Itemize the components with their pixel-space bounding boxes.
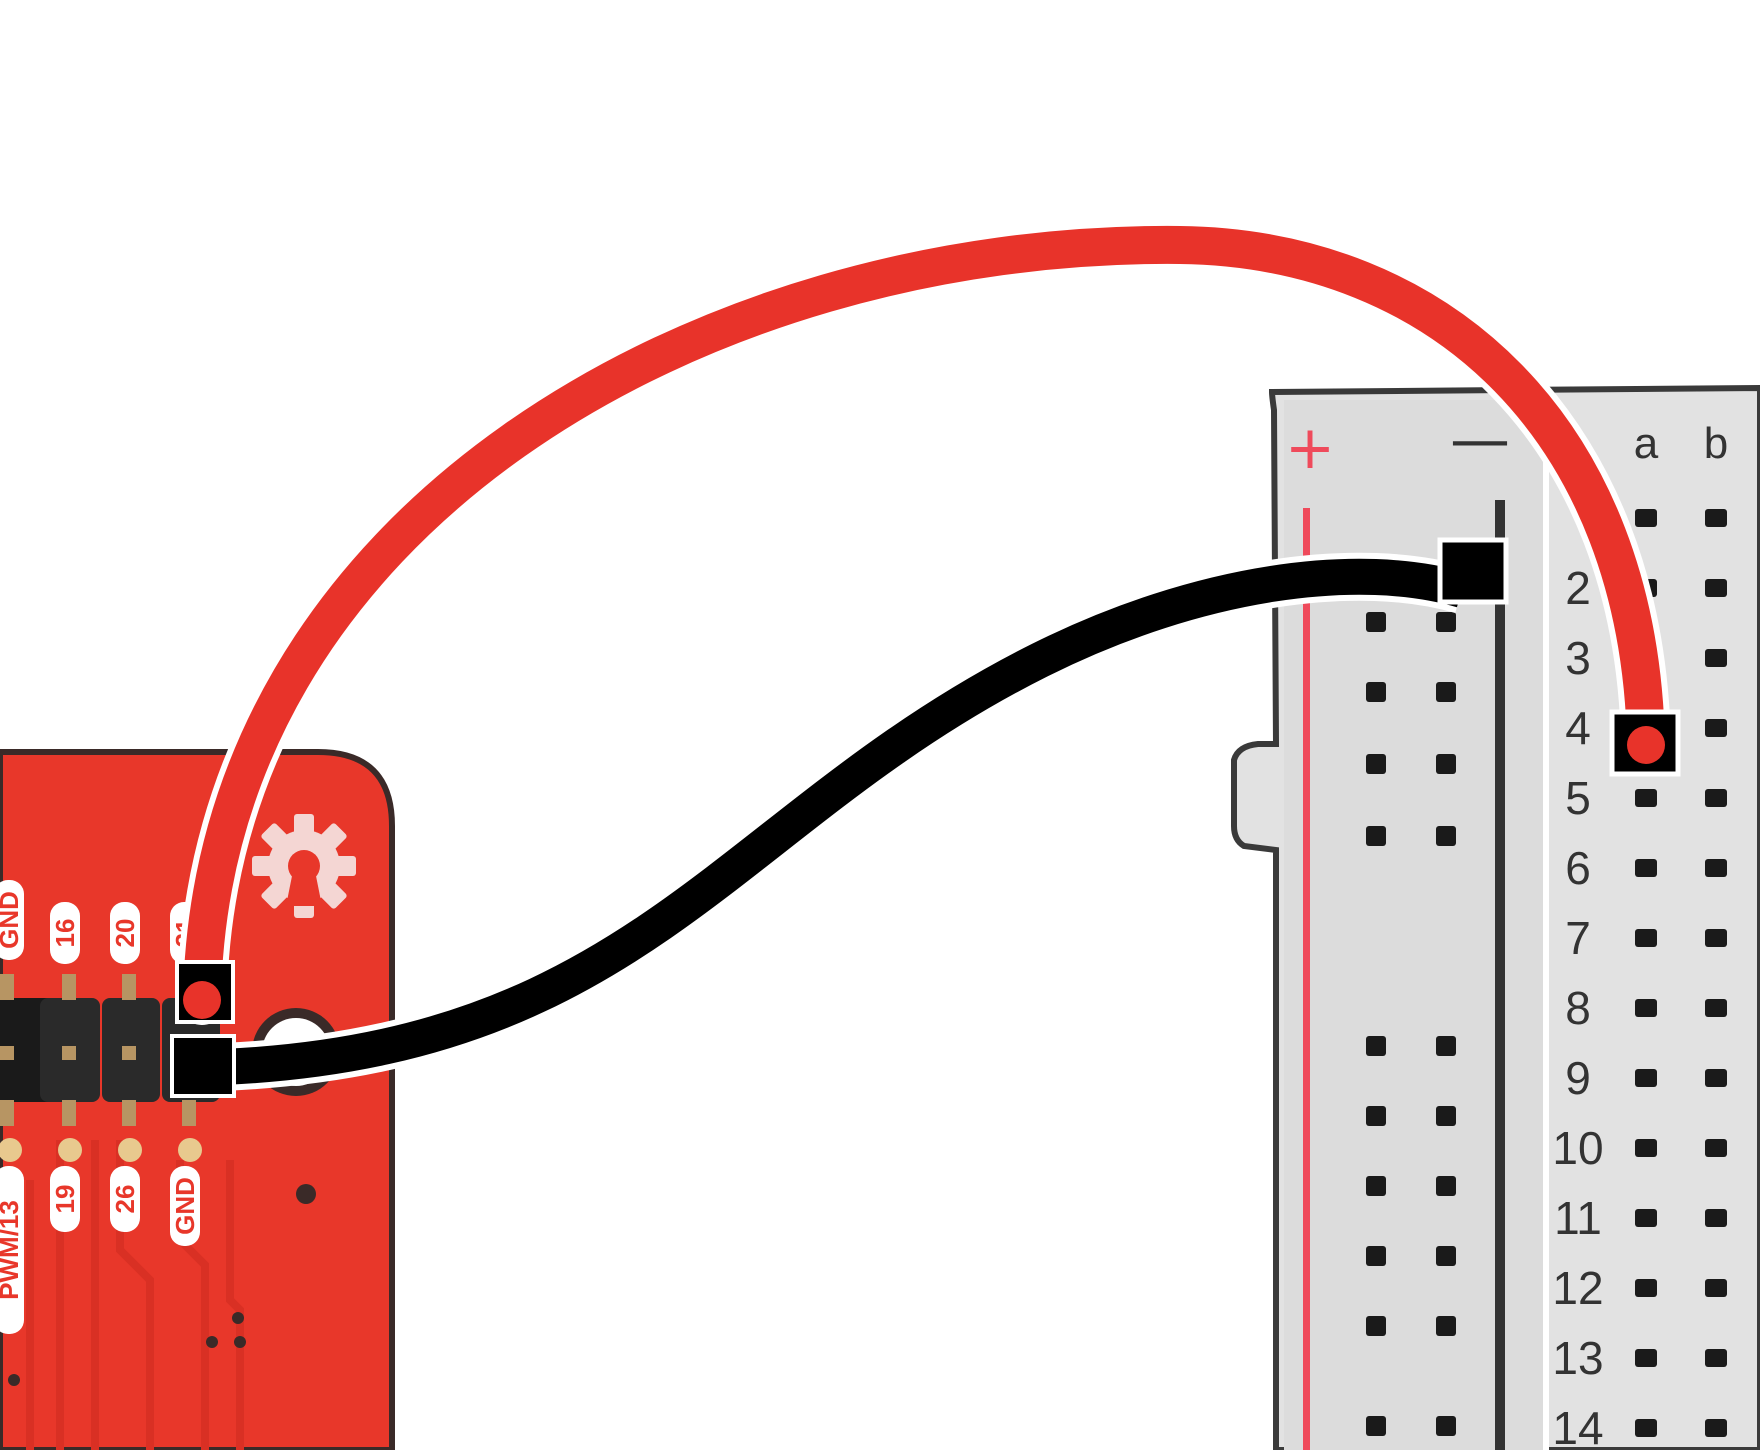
black-wire (189, 552, 1469, 1092)
rail-hole (1366, 1106, 1386, 1126)
terminal-hole (1705, 1069, 1727, 1087)
row-label-2: 2 (1565, 562, 1591, 614)
pin-label-gnd-bottom: GND (170, 1177, 200, 1235)
terminal-hole (1635, 1069, 1657, 1087)
row-label-10: 10 (1552, 1122, 1603, 1174)
terminal-hole (1705, 649, 1727, 667)
rail-holes (1366, 612, 1456, 1436)
row-label-3: 3 (1565, 632, 1591, 684)
column-label-a: a (1634, 419, 1659, 468)
rail-hole (1436, 1176, 1456, 1196)
rail-hole (1436, 1316, 1456, 1336)
terminal-hole (1705, 929, 1727, 947)
rail-hole (1436, 1106, 1456, 1126)
row-label-12: 12 (1552, 1262, 1603, 1314)
pin-label-16: 16 (50, 919, 80, 948)
board-vias (8, 1184, 316, 1386)
pin-label-pwm13: PWM/13 (0, 1200, 24, 1300)
terminal-hole (1705, 1139, 1727, 1157)
pin-label-26: 26 (110, 1185, 140, 1214)
red-wire (177, 219, 1671, 1025)
row-label-8: 8 (1565, 982, 1591, 1034)
terminal-hole (1705, 1419, 1727, 1437)
terminal-hole (1705, 1279, 1727, 1297)
terminal-hole (1705, 1209, 1727, 1227)
row-label-11: 11 (1554, 1192, 1602, 1244)
terminal-hole (1635, 1279, 1657, 1297)
open-hardware-gear-icon (252, 814, 356, 918)
terminal-hole (1635, 859, 1657, 877)
red-board: GND 16 20 21 PWM/13 19 26 GND (0, 749, 395, 1450)
terminal-hole (1635, 1209, 1657, 1227)
black-wire-board-end (170, 1034, 236, 1098)
row-label-4: 4 (1565, 702, 1591, 754)
terminal-hole (1705, 509, 1727, 527)
terminal-hole (1705, 1349, 1727, 1367)
rail-hole (1436, 682, 1456, 702)
column-label-b: b (1704, 419, 1728, 468)
red-wire-board-end (175, 960, 235, 1024)
row-label-5: 5 (1565, 772, 1591, 824)
negative-rail-label: — (1450, 405, 1510, 475)
terminal-hole (1705, 719, 1727, 737)
pin-labels-bottom: PWM/13 19 26 GND (0, 1166, 200, 1334)
rail-hole (1366, 754, 1386, 774)
pin-label-19: 19 (50, 1185, 80, 1214)
rail-hole (1436, 754, 1456, 774)
black-wire-breadboard-end (1437, 537, 1509, 605)
row-label-9: 9 (1565, 1052, 1591, 1104)
terminal-hole (1635, 1139, 1657, 1157)
terminal-hole (1635, 1349, 1657, 1367)
row-labels: 2 3 4 5 6 7 8 9 10 11 12 13 14 (1552, 562, 1603, 1450)
rail-hole (1436, 612, 1456, 632)
pin-label-gnd-top: GND (0, 891, 24, 949)
rail-hole (1436, 1416, 1456, 1436)
rail-hole (1366, 1316, 1386, 1336)
rail-hole (1366, 612, 1386, 632)
terminal-hole (1635, 999, 1657, 1017)
rail-hole (1436, 826, 1456, 846)
terminal-hole (1705, 579, 1727, 597)
rail-hole (1366, 1176, 1386, 1196)
row-label-14: 14 (1552, 1402, 1603, 1450)
terminal-hole (1705, 789, 1727, 807)
row-label-7: 7 (1565, 912, 1591, 964)
row-label-6: 6 (1565, 842, 1591, 894)
terminal-hole (1635, 1419, 1657, 1437)
rail-hole (1436, 1246, 1456, 1266)
pin-labels-top: GND 16 20 21 (0, 880, 200, 964)
row-label-13: 13 (1552, 1332, 1603, 1384)
negative-rail-line (1495, 500, 1505, 1450)
positive-rail-line (1303, 508, 1310, 1450)
rail-hole (1366, 826, 1386, 846)
positive-rail-label: + (1285, 413, 1335, 483)
red-wire-breadboard-end (1609, 709, 1681, 777)
terminal-hole (1705, 999, 1727, 1017)
pin-label-20: 20 (110, 919, 140, 948)
rail-hole (1436, 1036, 1456, 1056)
terminal-hole (1635, 929, 1657, 947)
rail-hole (1366, 1416, 1386, 1436)
rail-hole (1366, 1036, 1386, 1056)
terminal-hole (1635, 789, 1657, 807)
terminal-hole (1705, 859, 1727, 877)
rail-hole (1366, 1246, 1386, 1266)
rail-hole (1366, 682, 1386, 702)
terminal-hole (1635, 509, 1657, 527)
